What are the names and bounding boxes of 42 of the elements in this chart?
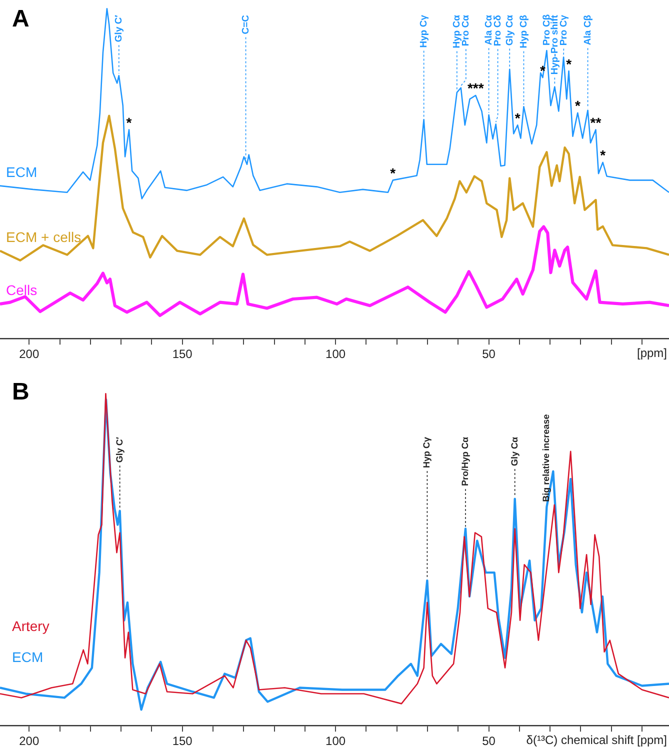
annotation: Gly C′ — [114, 436, 124, 463]
annotation: Pro Cα — [460, 14, 472, 46]
annotation: * — [126, 114, 132, 131]
x-tick-label: 100 — [326, 347, 346, 362]
annotation: Hyp Cα — [452, 14, 463, 48]
annotation: ** — [590, 114, 602, 131]
annotation: * — [514, 110, 521, 126]
x-tick-label: 200 — [19, 347, 40, 362]
series-label: ECM — [6, 164, 38, 180]
x-tick-label: 150 — [172, 347, 193, 362]
x-tick-label: 50 — [482, 734, 496, 748]
annotation: * — [600, 147, 606, 164]
annotation: * — [566, 56, 572, 72]
annotation: Ala Cβ — [582, 14, 594, 46]
annotation: Pro Cδ — [492, 14, 504, 46]
annotation: Pro Cγ — [558, 14, 570, 46]
annotation: Gly C′ — [114, 14, 125, 42]
annotation: Gly Cα — [504, 14, 516, 46]
series-label: ECM — [12, 648, 44, 665]
x-axis-title: δ(¹³C) chemical shift [ppm] — [526, 732, 667, 747]
annotation: Hyp Cγ — [422, 436, 432, 468]
x-axis-title: [ppm] — [636, 346, 667, 360]
text: Artery — [12, 618, 50, 634]
annotation: Ala Cα — [483, 14, 494, 46]
annotation: *** — [467, 80, 484, 96]
annotation: Gly Cα — [509, 436, 520, 466]
series-label: Cells — [6, 282, 38, 298]
x-tick-label: 200 — [19, 734, 40, 748]
x-tick-label: 50 — [482, 347, 496, 362]
annotation: Big relative increase — [541, 414, 552, 502]
series-label: ECM + cells — [6, 228, 82, 245]
annotation: Pro/Hyp Cα — [460, 436, 470, 486]
annotation: Hyp Cγ — [418, 14, 430, 48]
chart-title: A — [12, 6, 30, 33]
annotation: C=C — [240, 14, 252, 34]
x-tick-label: 150 — [172, 734, 193, 748]
annotation: * — [390, 165, 396, 182]
annotation: Hyp Cβ — [518, 14, 530, 48]
annotation: * — [574, 98, 581, 114]
chart-title: B — [12, 378, 30, 406]
x-tick-label: 100 — [326, 734, 346, 748]
annotation: Hyp-Pro shift — [549, 14, 560, 75]
